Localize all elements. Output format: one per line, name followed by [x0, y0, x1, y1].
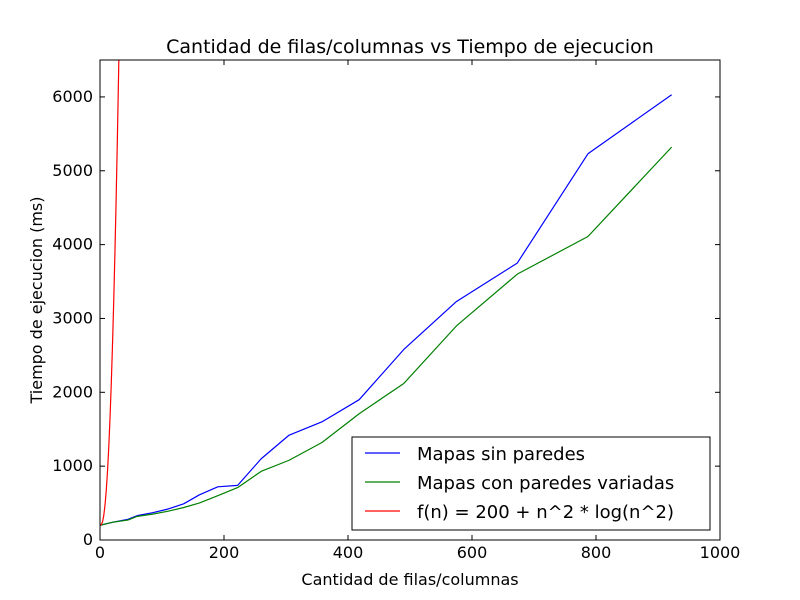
legend-label-fn: f(n) = 200 + n^2 * log(n^2) — [417, 502, 674, 523]
x-axis-label: Cantidad de filas/columnas — [301, 570, 518, 589]
y-tick-label: 6000 — [52, 87, 93, 106]
plot-frame — [99, 59, 721, 541]
x-tick-label: 800 — [581, 543, 612, 562]
y-tick-label: 4000 — [52, 235, 93, 254]
y-tick-label: 0 — [83, 530, 93, 549]
y-axis-label: Tiempo de ejecucion (ms) — [27, 196, 46, 404]
tick-layer: 0 200 400 600 800 1000 0 1000 2000 3000 4000 5000 60… — [52, 60, 740, 562]
legend-label-paredes-variadas: Mapas con paredes variadas — [417, 473, 674, 494]
x-tick-label: 0 — [95, 543, 105, 562]
legend: Mapas sin paredes Mapas con paredes vari… — [351, 436, 711, 531]
legend-box — [351, 436, 711, 531]
x-tick-label: 400 — [333, 543, 364, 562]
x-tick-label: 1000 — [700, 543, 741, 562]
y-tick-label: 3000 — [52, 308, 93, 327]
series-line-paredes-variadas — [100, 146, 673, 526]
y-tick-label: 1000 — [52, 456, 93, 475]
y-tick-label: 2000 — [52, 382, 93, 401]
legend-label-sin-paredes: Mapas sin paredes — [417, 444, 585, 465]
x-tick-label: 200 — [209, 543, 240, 562]
chart-title: Cantidad de filas/columnas vs Tiempo de … — [166, 36, 654, 58]
y-tick-label: 5000 — [52, 161, 93, 180]
x-tick-label: 600 — [457, 543, 488, 562]
series-line-fn — [100, 60, 120, 526]
series-layer — [100, 60, 673, 526]
series-line-sin-paredes — [100, 94, 672, 526]
